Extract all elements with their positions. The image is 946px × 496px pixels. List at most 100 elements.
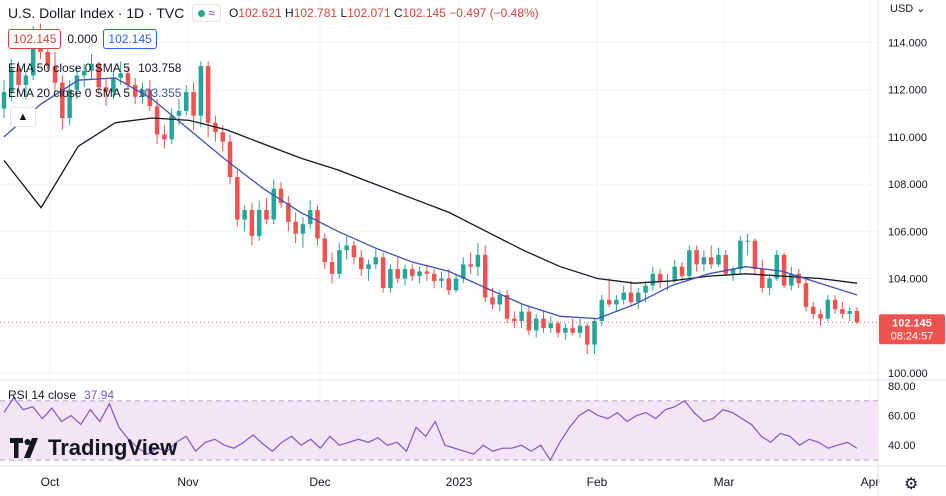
rsi-line — [3, 396, 858, 462]
candle — [621, 285, 626, 305]
candle — [249, 202, 255, 246]
candle — [526, 306, 532, 336]
logo-text: TradingView — [48, 435, 178, 460]
candle — [9, 59, 14, 102]
candle-body — [482, 254, 488, 298]
candle-body — [337, 250, 342, 274]
candle-body — [584, 325, 590, 345]
candle-body — [606, 299, 612, 305]
rsi-legend[interactable]: RSI 14 close 37.94 — [8, 388, 114, 402]
candle — [227, 134, 233, 185]
candle — [832, 295, 838, 314]
candle-body — [125, 73, 131, 85]
candle — [67, 80, 72, 126]
buy-price-box[interactable]: 102.145 — [103, 29, 157, 49]
candle-body — [716, 254, 721, 265]
candle-body — [672, 266, 677, 281]
candle — [803, 278, 809, 312]
candle — [708, 245, 714, 270]
symbol-title[interactable]: U.S. Dollar Index · 1D · TVC — [8, 5, 185, 21]
candle — [358, 250, 364, 277]
candle-body — [796, 273, 801, 284]
candle — [344, 236, 349, 260]
time-tick-label: Mar — [714, 475, 735, 489]
candle-body — [271, 188, 277, 220]
candle-body — [16, 68, 21, 85]
tradingview-logo[interactable]: TradingView — [10, 435, 177, 461]
change-value: −0.497 (−0.48%) — [449, 6, 539, 20]
candle — [154, 99, 160, 144]
collapse-legend-button[interactable]: ▲ — [10, 107, 36, 127]
currency-label: USD — [890, 3, 914, 15]
candle — [132, 77, 138, 104]
candle-body — [366, 264, 371, 270]
ema50-line — [3, 117, 858, 284]
candle-body — [300, 224, 306, 234]
candle — [351, 240, 357, 265]
candle — [781, 252, 787, 288]
candle-body — [614, 299, 619, 305]
chart-legend: U.S. Dollar Index · 1D · TVC ≈ O102.621 … — [8, 4, 539, 22]
candle-body — [81, 70, 87, 76]
candle-body — [191, 92, 196, 116]
candle — [592, 318, 597, 355]
candle — [701, 250, 707, 272]
time-tick-label: Oct — [41, 475, 60, 489]
candle — [81, 63, 87, 88]
candle — [446, 269, 451, 296]
candle — [628, 280, 634, 307]
candle-body — [701, 257, 707, 265]
candle — [184, 84, 189, 116]
ema20-legend[interactable]: EMA 20 close 0 SMA 5 103.355 — [8, 86, 181, 100]
candle — [461, 257, 466, 284]
candle-body — [23, 75, 29, 85]
low-label: L — [340, 6, 348, 20]
ema50-legend[interactable]: EMA 50 close 0 SMA 5 103.758 — [8, 61, 181, 75]
candle — [687, 245, 692, 279]
candle-body — [220, 132, 225, 142]
candle-body — [730, 269, 736, 274]
candle-body — [162, 134, 167, 140]
currency-selector[interactable]: USD ⌄ — [890, 2, 926, 15]
candle — [723, 250, 729, 277]
candle-body — [184, 92, 189, 111]
candle-body — [752, 240, 758, 270]
candle-body — [803, 283, 809, 307]
candle — [74, 66, 80, 100]
candle-body — [810, 306, 816, 314]
candle-body — [497, 295, 503, 305]
candle-body — [446, 278, 451, 291]
candle-body — [1, 92, 7, 109]
candle-body — [74, 75, 80, 90]
candle — [767, 273, 772, 296]
candle-body — [242, 210, 247, 220]
candle-body — [286, 202, 291, 222]
candle — [555, 320, 561, 338]
candle — [679, 261, 685, 281]
rsi-value: 37.94 — [84, 388, 115, 402]
candle — [439, 271, 444, 288]
candle-body — [840, 309, 845, 314]
candle — [271, 179, 277, 225]
candle — [796, 269, 801, 288]
time-tick-label: Apr — [861, 475, 880, 489]
candle — [103, 77, 109, 107]
candle-body — [373, 257, 379, 265]
candle-body — [249, 210, 255, 237]
candle — [205, 61, 211, 137]
last-price-label: 102.145 — [892, 317, 932, 329]
candle-body — [687, 250, 692, 277]
sell-price-box[interactable]: 102.145 — [8, 29, 62, 49]
candle-body — [599, 299, 605, 321]
candle-body — [745, 240, 750, 242]
rsi-label: RSI 14 close — [8, 388, 77, 402]
candle — [810, 302, 816, 319]
candle — [759, 259, 765, 293]
candle-body — [344, 245, 349, 251]
candle-body — [636, 292, 641, 303]
market-status-button[interactable]: ≈ — [192, 4, 221, 22]
candle-body — [329, 261, 335, 274]
gear-icon[interactable]: ⚙ — [904, 476, 919, 493]
candle — [614, 295, 619, 312]
